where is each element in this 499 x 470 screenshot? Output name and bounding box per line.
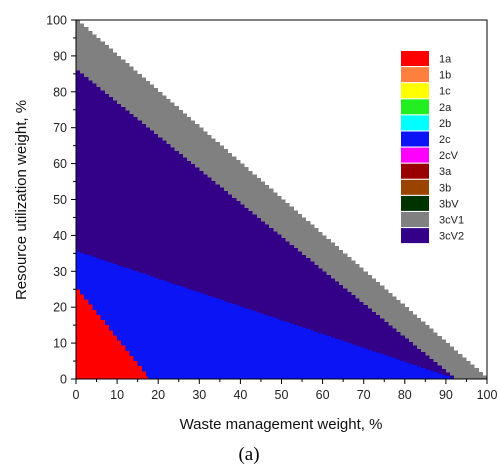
x-tick-label: 100 xyxy=(477,388,498,402)
y-tick-label: 90 xyxy=(53,49,67,63)
y-tick-label: 40 xyxy=(53,229,67,243)
legend-swatch-3b xyxy=(401,179,429,195)
x-axis-label: Waste management weight, % xyxy=(180,416,383,433)
y-tick-label: 0 xyxy=(60,373,67,387)
x-tick-label: 60 xyxy=(316,388,330,402)
figure-caption: (a) xyxy=(238,444,259,465)
legend-label-3b: 3b xyxy=(439,182,451,194)
region-1a xyxy=(76,289,148,379)
legend: 1a 1b 1c 2a 2b 2c 2cV 3a 3b 3bV 3cV1 3cV2 xyxy=(401,51,464,244)
x-tick-label: 30 xyxy=(192,388,206,402)
x-tick-label: 80 xyxy=(398,388,412,402)
legend-label-3cv1: 3cV1 xyxy=(439,215,464,227)
y-axis-label: Resource utilization weight, % xyxy=(13,100,30,300)
y-tick-label: 60 xyxy=(53,157,67,171)
plot-area xyxy=(76,20,487,379)
legend-swatch-1b xyxy=(401,67,429,83)
y-tick-label: 70 xyxy=(53,121,67,135)
legend-label-3bv: 3bV xyxy=(439,198,459,210)
x-tick-label: 0 xyxy=(73,388,80,402)
legend-label-3a: 3a xyxy=(439,166,452,178)
region-2c xyxy=(76,251,455,379)
legend-swatch-3cv2 xyxy=(401,228,429,244)
legend-swatch-1c xyxy=(401,83,429,99)
legend-label-1b: 1b xyxy=(439,70,451,82)
x-tick-label: 70 xyxy=(357,388,371,402)
x-tick-label: 40 xyxy=(233,388,247,402)
x-tick-label: 10 xyxy=(110,388,124,402)
y-tick-label: 80 xyxy=(53,85,67,99)
legend-label-1c: 1c xyxy=(439,86,451,98)
legend-label-2cv: 2cV xyxy=(439,150,459,162)
legend-swatch-3cv1 xyxy=(401,212,429,227)
axes: 0 10 20 30 40 50 60 70 80 90 100 0 10 20 30 40 50 60 70 80 9… xyxy=(46,14,497,403)
x-tick-label: 90 xyxy=(439,388,453,402)
y-tick-label: 30 xyxy=(53,265,67,279)
y-tick-label: 20 xyxy=(53,301,67,315)
legend-label-2a: 2a xyxy=(439,102,452,114)
legend-swatch-3bv xyxy=(401,195,429,211)
x-tick-label: 20 xyxy=(151,388,165,402)
legend-label-2b: 2b xyxy=(439,118,451,130)
y-tick-label: 10 xyxy=(53,337,67,351)
legend-swatch-3a xyxy=(401,163,429,179)
y-tick-label: 50 xyxy=(53,193,67,207)
y-tick-label: 100 xyxy=(46,14,67,28)
legend-label-1a: 1a xyxy=(439,54,452,66)
legend-swatch-2c xyxy=(401,131,429,147)
legend-swatch-2b xyxy=(401,115,429,131)
legend-label-2c: 2c xyxy=(439,134,451,146)
legend-swatch-2cv xyxy=(401,147,429,163)
x-tick-label: 50 xyxy=(275,388,289,402)
legend-swatch-2a xyxy=(401,99,429,115)
legend-label-3cv2: 3cV2 xyxy=(439,231,464,243)
legend-swatch-1a xyxy=(401,51,429,66)
